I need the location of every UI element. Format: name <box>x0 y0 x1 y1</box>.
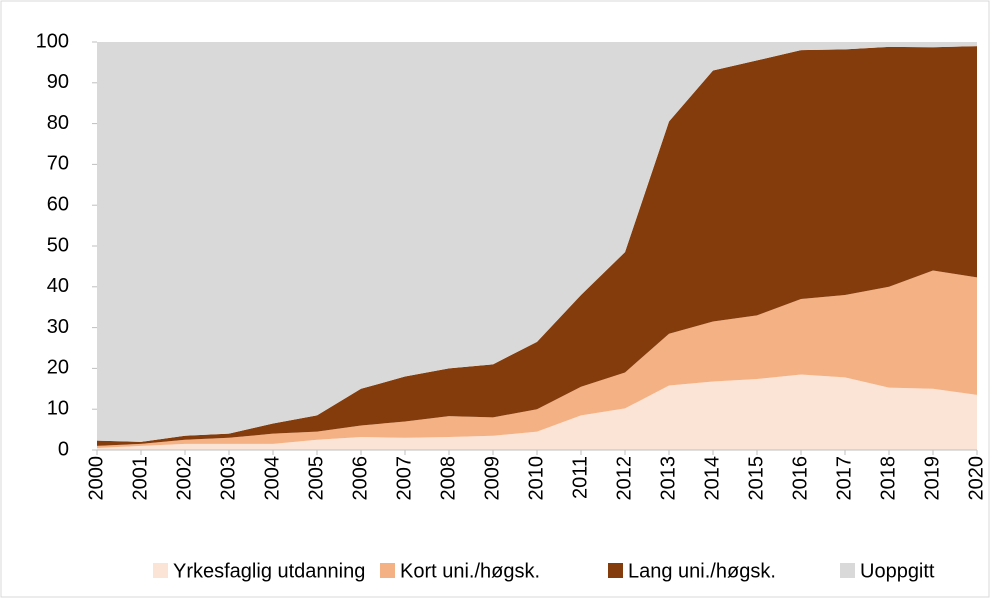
x-tick-label: 2016 <box>789 456 811 501</box>
x-tick-label: 2011 <box>569 456 591 499</box>
x-tick-label: 2013 <box>657 456 679 501</box>
y-tick-label: 0 <box>58 438 69 460</box>
area <box>97 270 977 448</box>
y-tick-label: 40 <box>47 275 69 297</box>
x-tick-label: 2005 <box>305 456 327 501</box>
x-tick-label: 2003 <box>217 456 239 501</box>
area <box>97 42 977 442</box>
y-tick-label: 50 <box>47 234 69 256</box>
x-tick-label: 2000 <box>85 456 107 501</box>
x-tick-label: 2001 <box>129 456 151 501</box>
y-tick-label: 80 <box>47 112 69 134</box>
x-tick-label: 2018 <box>877 456 899 501</box>
legend-swatch <box>153 563 168 578</box>
x-tick-label: 2009 <box>481 456 503 501</box>
x-tick-label: 2006 <box>349 456 371 501</box>
x-tick-label: 2017 <box>833 456 855 501</box>
y-tick-label: 60 <box>47 193 69 215</box>
legend-label: Yrkesfaglig utdanning <box>173 560 365 582</box>
legend-label: Kort uni./høgsk. <box>400 560 540 582</box>
area <box>97 46 977 446</box>
x-tick-label: 2002 <box>173 456 195 501</box>
x-tick-label: 2010 <box>525 456 547 501</box>
legend-swatch <box>608 563 623 578</box>
legend-swatch <box>380 563 395 578</box>
x-tick-label: 2019 <box>921 456 943 501</box>
y-tick-label: 10 <box>47 397 69 419</box>
legend-swatch <box>840 563 855 578</box>
legend-label: Lang uni./høgsk. <box>628 560 776 582</box>
legend-label: Uoppgitt <box>860 560 935 582</box>
x-tick-label: 2007 <box>393 456 415 501</box>
area <box>97 374 977 450</box>
y-tick-label: 70 <box>47 153 69 175</box>
x-tick-label: 2020 <box>965 456 987 501</box>
y-tick-label: 90 <box>47 71 69 93</box>
y-tick-label: 30 <box>47 316 69 338</box>
x-tick-label: 2015 <box>745 456 767 501</box>
x-tick-label: 2008 <box>437 456 459 501</box>
x-tick-label: 2004 <box>261 456 283 501</box>
y-tick-label: 20 <box>47 357 69 379</box>
x-tick-label: 2014 <box>701 456 723 501</box>
y-tick-label: 100 <box>36 30 69 52</box>
x-tick-label: 2012 <box>613 456 635 501</box>
